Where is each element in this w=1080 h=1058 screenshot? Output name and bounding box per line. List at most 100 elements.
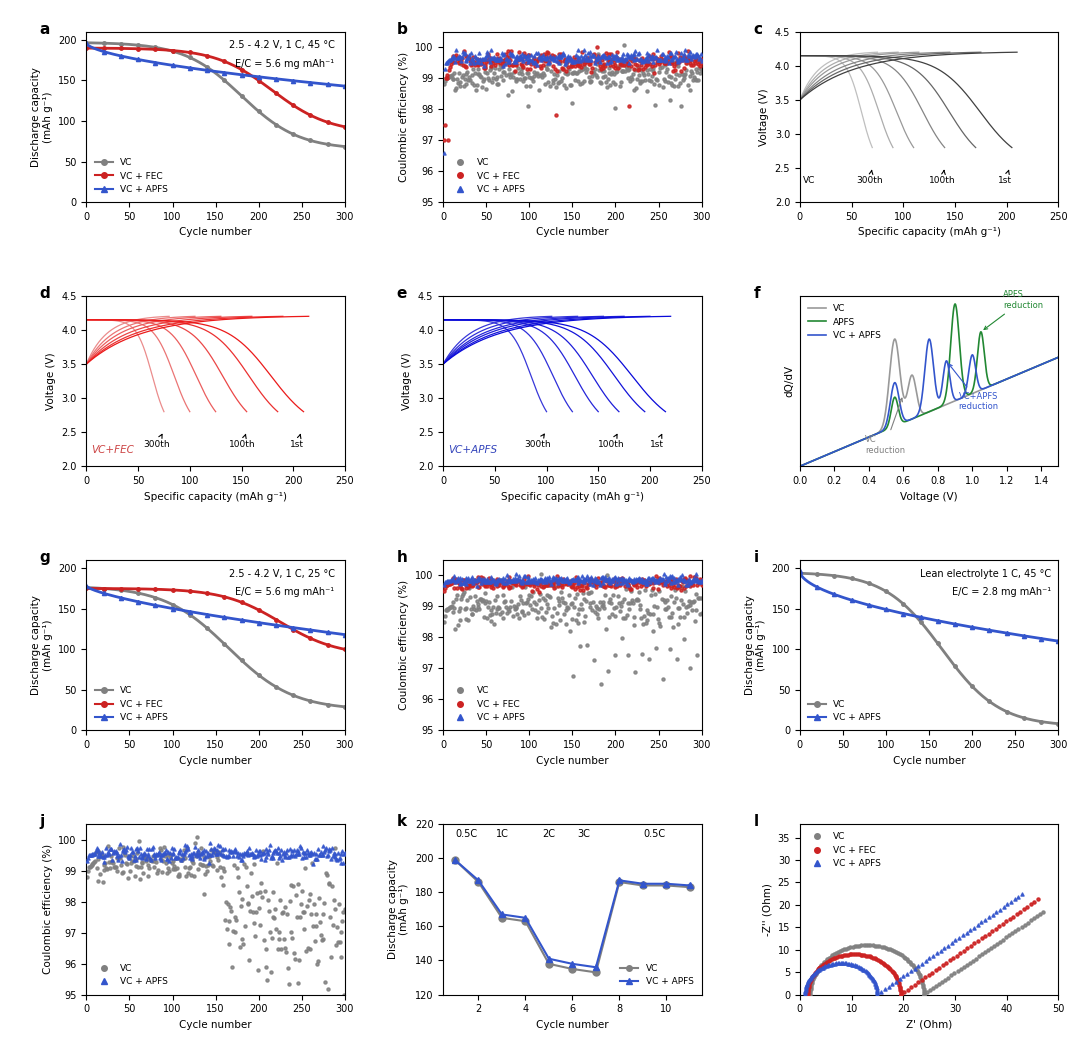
Point (575, 571, 592, 588)
Point (664, 568, 681, 585)
Point (481, 573, 498, 590)
Point (688, 601, 705, 618)
Point (444, 571, 461, 588)
Point (168, 850, 186, 867)
Point (498, 574, 515, 591)
Point (508, 572, 525, 589)
Point (523, 47, 540, 63)
Point (532, 578, 550, 595)
Point (511, 51, 528, 68)
Point (446, 49, 463, 66)
Point (592, 570, 609, 587)
Point (617, 50, 634, 67)
Point (834, 947, 851, 964)
Point (501, 573, 518, 590)
Point (436, 116, 454, 133)
Point (652, 572, 670, 589)
Point (198, 858, 215, 875)
Point (318, 864, 335, 881)
Point (645, 45, 662, 62)
Point (80, 846, 97, 863)
Point (676, 70, 693, 87)
Point (488, 68, 505, 85)
Point (134, 855, 151, 872)
Point (528, 574, 545, 591)
Point (283, 847, 300, 864)
Point (135, 864, 152, 881)
Point (468, 51, 485, 68)
Point (1013, 886, 1030, 902)
Point (306, 851, 323, 868)
Point (645, 60, 662, 77)
Point (593, 52, 610, 69)
Point (314, 905, 332, 922)
Point (626, 663, 644, 680)
Point (457, 66, 474, 83)
Point (879, 941, 896, 957)
Point (615, 53, 632, 70)
Point (486, 574, 503, 591)
Point (906, 961, 923, 978)
Point (650, 51, 667, 68)
Point (454, 69, 471, 86)
Point (600, 49, 618, 66)
Point (281, 841, 298, 858)
Point (549, 578, 566, 595)
Point (1002, 893, 1020, 910)
Point (476, 51, 494, 68)
Point (327, 937, 345, 954)
Point (174, 847, 191, 864)
Point (450, 51, 468, 68)
Point (647, 50, 664, 67)
Point (681, 68, 699, 85)
Point (575, 50, 592, 67)
Point (635, 572, 652, 589)
Point (319, 981, 336, 998)
Point (503, 45, 521, 62)
Point (524, 53, 541, 70)
Point (126, 858, 144, 875)
Point (596, 49, 613, 66)
Point (677, 577, 694, 594)
Point (508, 53, 525, 70)
Point (159, 864, 176, 881)
Point (268, 844, 285, 861)
Point (306, 933, 323, 950)
Point (658, 568, 675, 585)
Point (232, 897, 249, 914)
Point (503, 83, 521, 99)
Point (319, 867, 336, 883)
Point (691, 57, 708, 74)
Point (648, 572, 665, 589)
Point (551, 47, 568, 63)
Point (256, 882, 273, 899)
Point (567, 65, 584, 81)
Point (584, 65, 602, 81)
Point (559, 572, 577, 589)
Point (958, 925, 975, 942)
Point (450, 54, 468, 71)
Point (524, 574, 541, 591)
Point (876, 955, 893, 972)
Point (79, 853, 96, 870)
Point (801, 973, 819, 990)
Point (189, 860, 206, 877)
Point (828, 949, 846, 966)
Point (689, 45, 706, 62)
Point (131, 871, 148, 888)
Point (507, 569, 524, 586)
Point (1031, 906, 1049, 923)
Point (621, 49, 638, 66)
Point (552, 52, 569, 69)
Point (455, 43, 472, 60)
Point (510, 573, 527, 590)
Point (554, 594, 571, 610)
Point (873, 938, 890, 955)
Point (570, 574, 588, 591)
Point (122, 840, 139, 857)
APFS (971, 347, 984, 360)
Text: f: f (754, 286, 760, 300)
Point (492, 68, 510, 85)
Point (281, 975, 298, 992)
Point (456, 71, 473, 88)
